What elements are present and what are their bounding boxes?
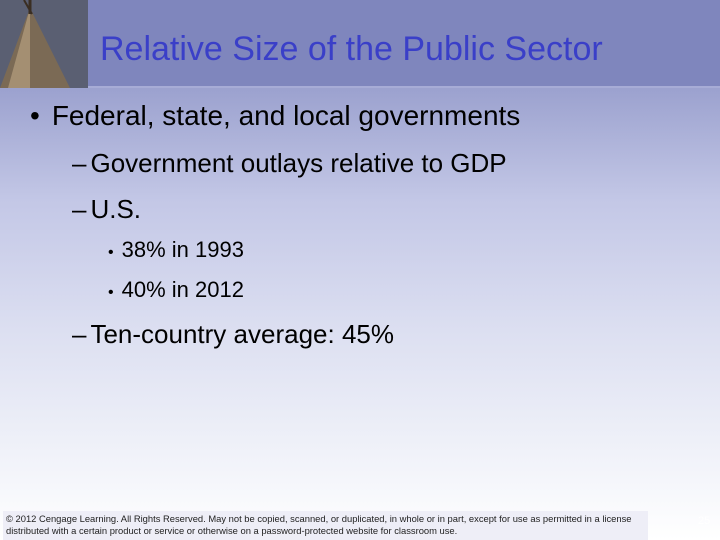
bullet-text: U.S. <box>90 194 142 224</box>
bullet-item: • Federal, state, and local governments <box>30 100 520 132</box>
bullet-item: – U.S. <box>72 194 141 225</box>
page-number: 25 <box>698 515 711 527</box>
bullet-item: • 40% in 2012 <box>108 277 244 303</box>
bullet-marker: – <box>72 148 87 178</box>
bullet-marker: – <box>72 319 87 349</box>
title-rule <box>88 86 720 88</box>
bullet-text: Federal, state, and local governments <box>51 100 521 131</box>
bullet-text: 38% in 1993 <box>121 237 244 262</box>
copyright: © 2012 Cengage Learning. All Rights Rese… <box>3 511 648 540</box>
bullet-marker: – <box>72 194 87 224</box>
bullet-text: 40% in 2012 <box>121 277 244 302</box>
bullet-item: – Government outlays relative to GDP <box>72 148 507 179</box>
corner-image <box>0 0 88 88</box>
bullet-marker: • <box>108 284 114 301</box>
bullet-item: • 38% in 1993 <box>108 237 244 263</box>
bullet-marker: • <box>30 100 40 131</box>
title-bar <box>0 0 720 88</box>
bullet-text: Government outlays relative to GDP <box>90 148 507 178</box>
slide-title: Relative Size of the Public Sector <box>100 30 603 68</box>
bullet-item: – Ten-country average: 45% <box>72 319 394 350</box>
bullet-marker: • <box>108 244 114 261</box>
bullet-text: Ten-country average: 45% <box>90 319 394 349</box>
